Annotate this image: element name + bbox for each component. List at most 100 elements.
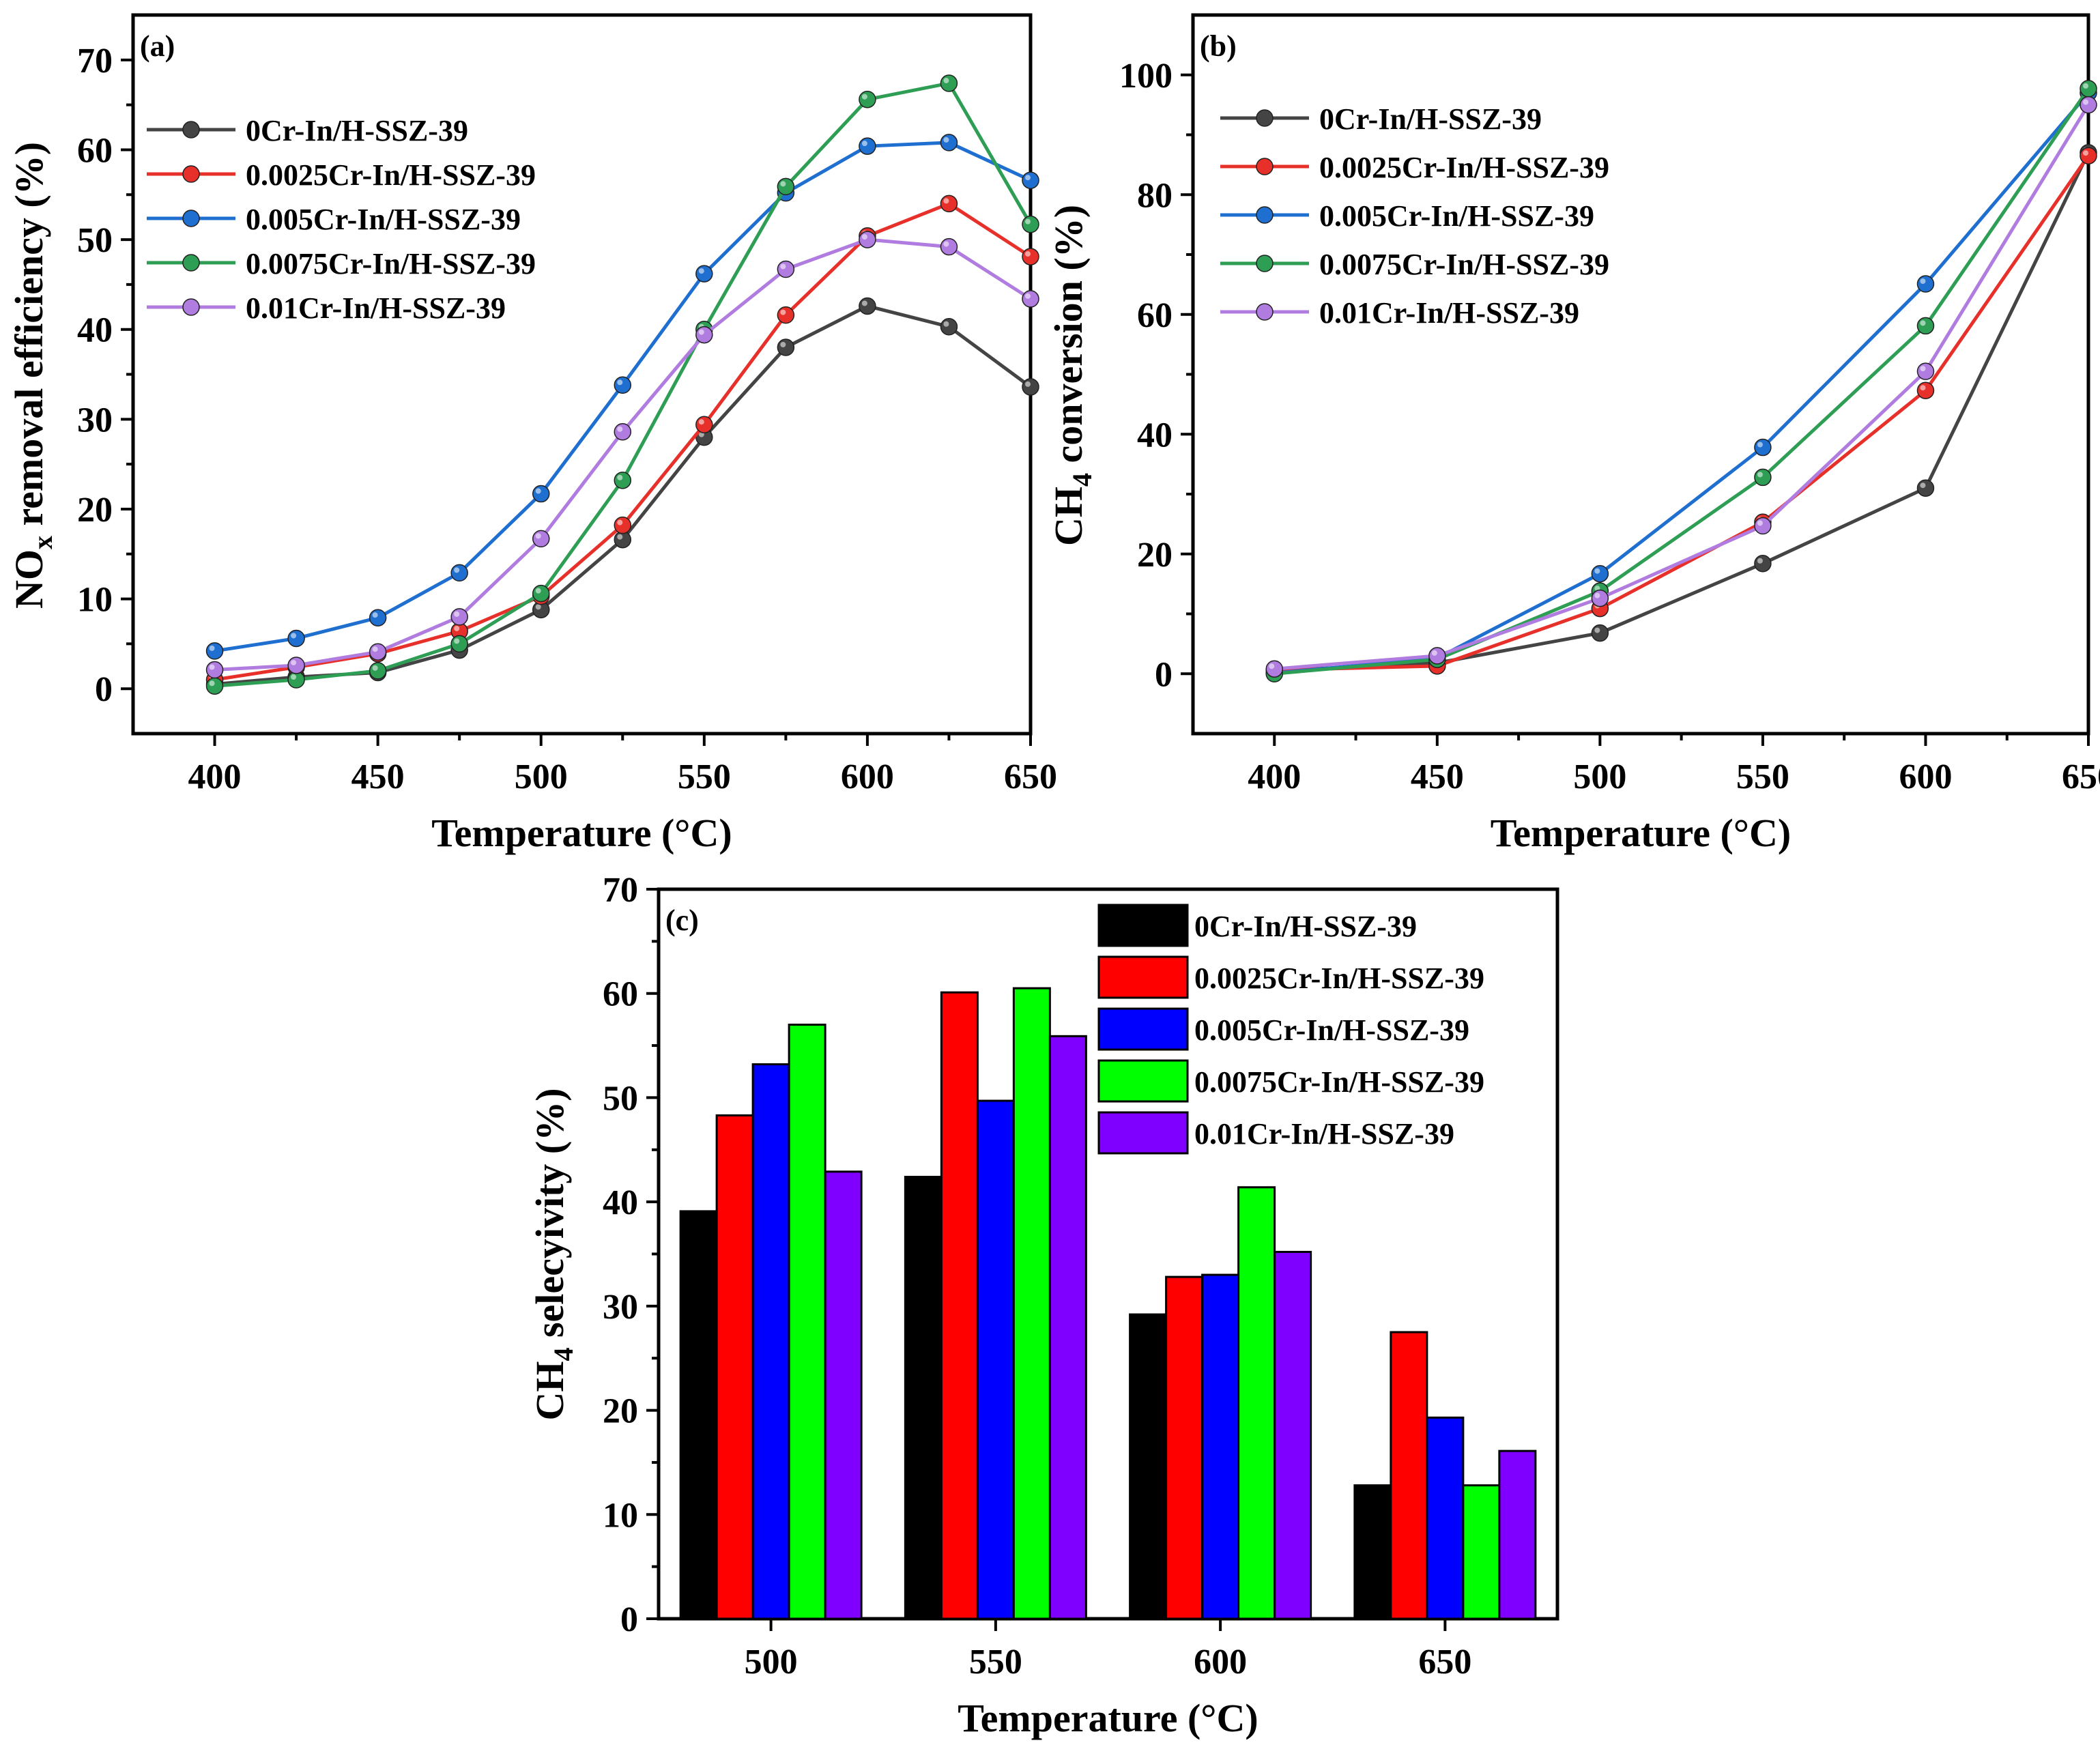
- point-highlight: [861, 141, 867, 147]
- data-point: [1022, 215, 1039, 233]
- legend-marker-1: [1256, 158, 1274, 175]
- bar-550-3: [1012, 987, 1051, 1620]
- point-highlight: [861, 300, 867, 306]
- data-point: [940, 317, 958, 336]
- point-highlight: [1025, 175, 1031, 181]
- legend-swatch-3: [1097, 1059, 1189, 1103]
- data-point: [532, 485, 550, 503]
- point-highlight: [535, 604, 541, 610]
- data-point: [1022, 290, 1039, 308]
- legend-label-3: 0.0075Cr-In/H-SSZ-39: [1194, 1065, 1484, 1099]
- y-tick-label-60: 60: [603, 975, 638, 1014]
- data-point: [1591, 564, 1609, 583]
- data-point: [614, 516, 632, 534]
- bar-650-0: [1353, 1484, 1392, 1620]
- y-tick-label-40: 40: [603, 1183, 638, 1222]
- legend-marker-1: [182, 165, 200, 183]
- x-tick-label-550: 550: [1736, 758, 1789, 796]
- data-point: [287, 657, 305, 674]
- data-point: [2080, 96, 2097, 114]
- point-highlight: [1025, 251, 1031, 257]
- data-point: [1591, 589, 1609, 607]
- y-tick-label-30: 30: [77, 401, 113, 439]
- bar-600-2: [1201, 1273, 1240, 1620]
- legend-marker-4: [182, 298, 200, 316]
- point-highlight: [291, 659, 297, 665]
- point-highlight: [943, 78, 949, 84]
- bar-550-4: [1048, 1035, 1087, 1620]
- point-highlight: [1594, 627, 1600, 633]
- data-point: [1916, 479, 1935, 497]
- data-point: [2080, 147, 2097, 164]
- point-highlight: [1757, 520, 1763, 526]
- x-axis-title: Temperature (°C): [431, 811, 732, 855]
- data-point: [1591, 624, 1609, 642]
- x-tick-label-600: 600: [1194, 1643, 1247, 1682]
- data-point: [1916, 381, 1935, 399]
- point-highlight: [1757, 442, 1763, 448]
- point-highlight: [209, 680, 215, 687]
- x-tick-label-550: 550: [969, 1643, 1022, 1682]
- x-axis-title: Temperature (°C): [958, 1696, 1258, 1740]
- data-point: [777, 306, 795, 324]
- y-tick-label-60: 60: [77, 131, 113, 170]
- data-point: [205, 661, 224, 679]
- legend-label-2: 0.005Cr-In/H-SSZ-39: [1319, 199, 1594, 233]
- x-tick-label-550: 550: [678, 758, 731, 796]
- point-highlight: [2083, 150, 2088, 156]
- x-tick-label-400: 400: [1248, 758, 1301, 796]
- point-highlight: [943, 321, 949, 327]
- panel-label: (a): [140, 29, 175, 63]
- legend-swatch-2: [1097, 1007, 1189, 1051]
- bar-550-2: [976, 1099, 1015, 1620]
- legend-marker-3: [1256, 255, 1274, 272]
- point-highlight: [2083, 99, 2088, 105]
- x-tick-label-450: 450: [1411, 758, 1464, 796]
- point-highlight: [1920, 320, 1926, 326]
- bar-500-3: [788, 1024, 826, 1620]
- bar-500-0: [679, 1210, 718, 1620]
- y-tick-label-0: 0: [620, 1600, 638, 1639]
- bar-550-1: [940, 991, 979, 1620]
- data-point: [859, 297, 876, 315]
- point-highlight: [1025, 381, 1031, 387]
- y-tick-label-0: 0: [1155, 655, 1173, 694]
- y-tick-label-40: 40: [1137, 416, 1173, 455]
- point-highlight: [1920, 278, 1926, 284]
- data-point: [532, 584, 550, 603]
- legend-label-0: 0Cr-In/H-SSZ-39: [1194, 910, 1417, 943]
- x-tick-label-450: 450: [351, 758, 405, 796]
- y-tick-label-70: 70: [77, 42, 113, 81]
- x-tick-label-600: 600: [1899, 758, 1952, 796]
- bar-500-2: [751, 1063, 790, 1620]
- data-point: [450, 564, 468, 582]
- point-highlight: [372, 646, 378, 652]
- data-point: [1428, 647, 1446, 665]
- point-highlight: [454, 638, 460, 644]
- x-tick-label-500: 500: [515, 758, 568, 796]
- bar-600-3: [1237, 1186, 1276, 1620]
- point-highlight: [617, 474, 623, 480]
- data-point: [695, 416, 713, 433]
- point-highlight: [2083, 83, 2088, 89]
- data-point: [1022, 248, 1039, 265]
- point-highlight: [454, 567, 460, 573]
- data-point: [695, 265, 713, 283]
- data-point: [450, 635, 468, 653]
- point-highlight: [372, 612, 378, 618]
- point-highlight: [1269, 663, 1275, 669]
- bar-600-1: [1165, 1275, 1204, 1620]
- y-tick-label-20: 20: [77, 491, 113, 530]
- x-tick-label-650: 650: [1004, 758, 1057, 796]
- y-tick-label-50: 50: [603, 1079, 638, 1118]
- data-point: [1265, 660, 1284, 678]
- point-highlight: [535, 588, 541, 594]
- x-tick-label-500: 500: [1573, 758, 1626, 796]
- data-point: [859, 137, 876, 155]
- legend-marker-3: [182, 254, 200, 272]
- point-highlight: [943, 136, 949, 143]
- y-tick-label-10: 10: [603, 1496, 638, 1535]
- data-point: [1916, 317, 1935, 335]
- point-highlight: [535, 533, 541, 539]
